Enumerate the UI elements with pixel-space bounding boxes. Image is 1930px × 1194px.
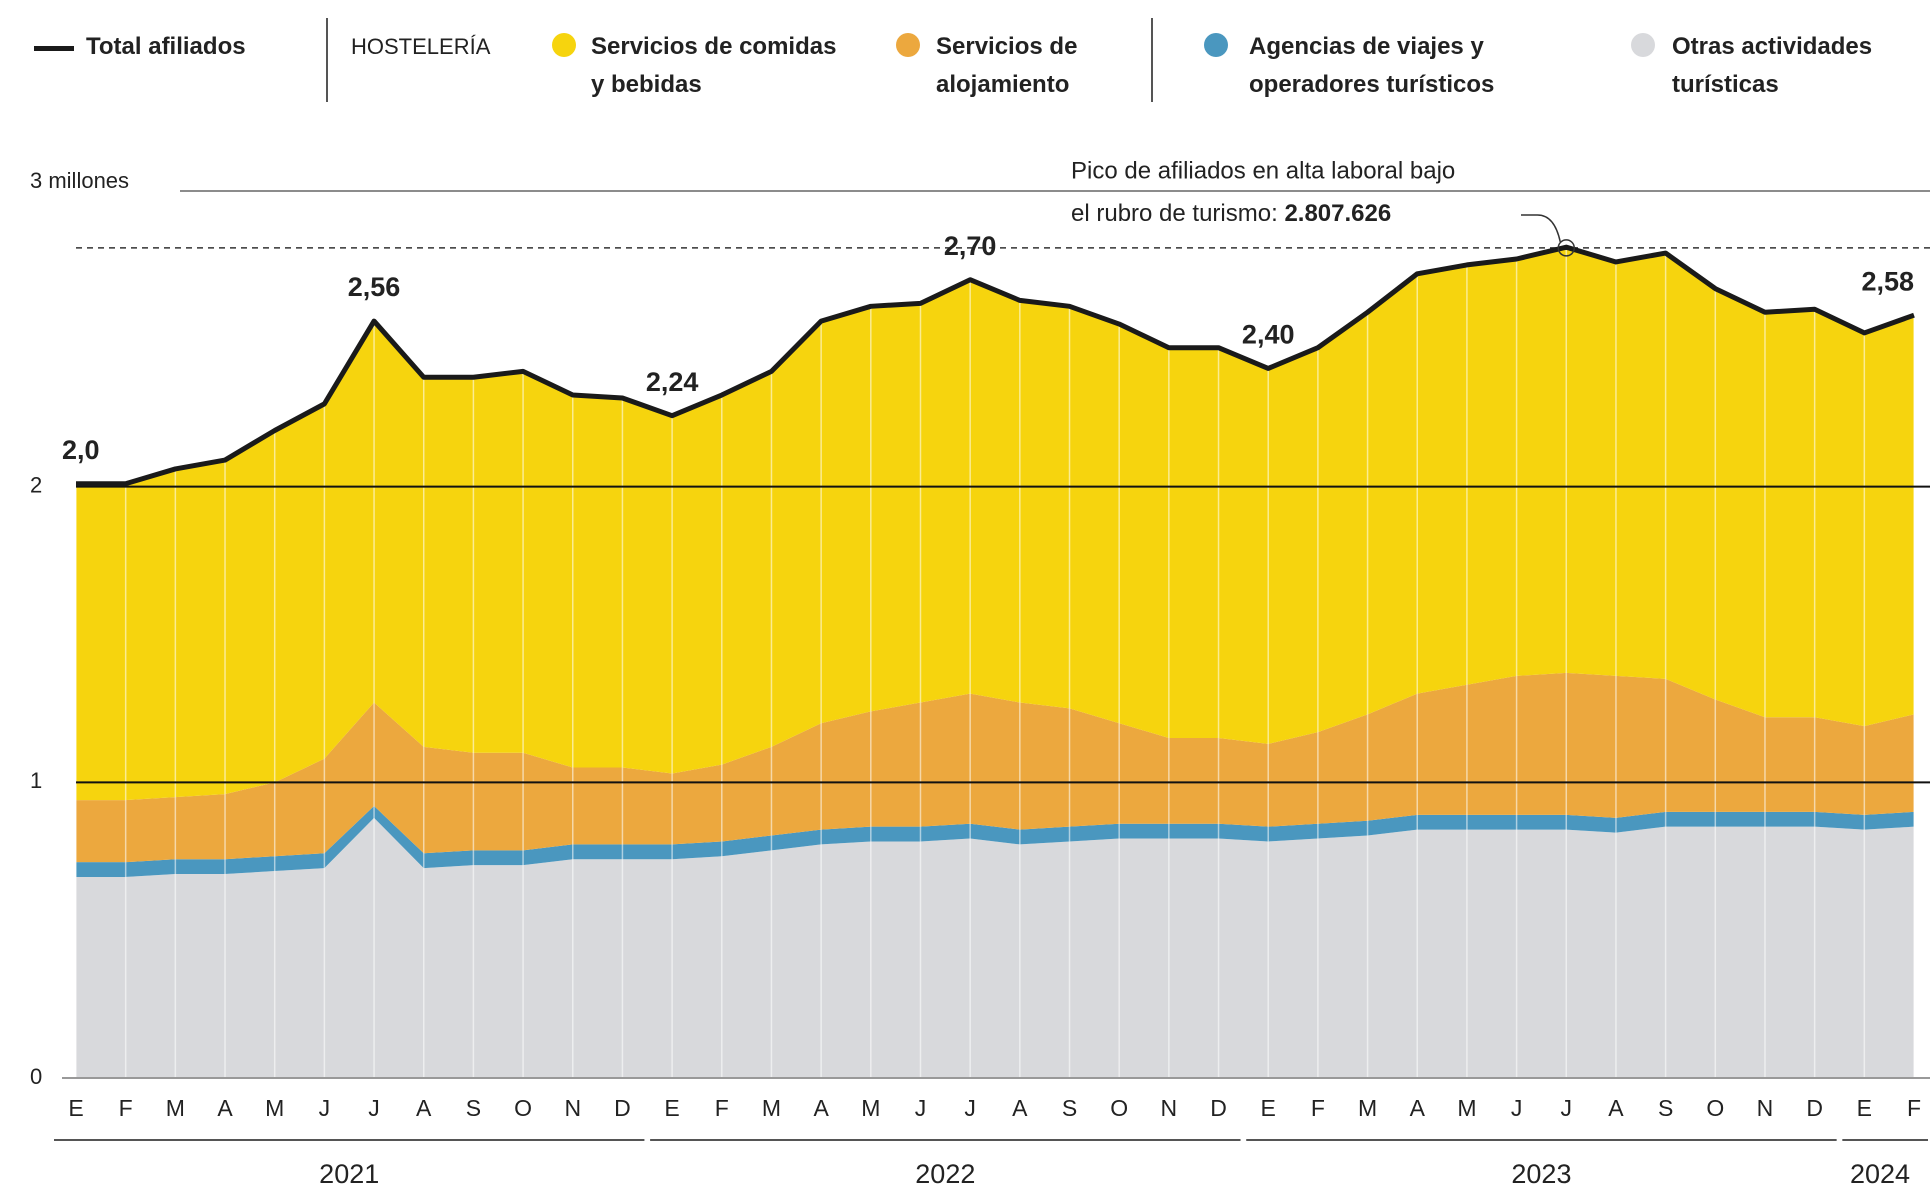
x-tick-label: J (319, 1095, 331, 1121)
x-tick-label: A (1410, 1095, 1426, 1121)
year-label: 2021 (319, 1159, 379, 1189)
x-tick-label: N (564, 1095, 581, 1121)
x-tick-label: M (265, 1095, 284, 1121)
legend-line-marker (34, 46, 74, 51)
data-label: 2,70 (944, 231, 997, 261)
x-tick-label: S (1062, 1095, 1077, 1121)
legend-dot (552, 33, 576, 57)
x-tick-label: J (915, 1095, 927, 1121)
data-label: 2,58 (1861, 266, 1914, 296)
x-tick-label: O (1706, 1095, 1724, 1121)
y-tick-label: 0 (30, 1064, 42, 1089)
x-tick-label: A (416, 1095, 432, 1121)
x-tick-label: E (68, 1095, 83, 1121)
x-tick-label: J (368, 1095, 380, 1121)
x-tick-label: F (1907, 1095, 1921, 1121)
year-label: 2024 (1850, 1159, 1910, 1189)
x-tick-label: M (861, 1095, 880, 1121)
x-tick-label: M (166, 1095, 185, 1121)
x-tick-label: N (1161, 1095, 1178, 1121)
annotation-leader (1521, 214, 1562, 243)
annotation-value: 2.807.626 (1284, 200, 1391, 227)
legend-group-label: HOSTELERÍA (351, 34, 491, 59)
x-tick-label: J (1561, 1095, 1573, 1121)
legend-label: Otras actividades turísticas (1672, 33, 1873, 98)
peak-marker (1557, 239, 1576, 257)
area (76, 672, 1914, 863)
x-tick-label: A (217, 1095, 233, 1121)
x-tick-label: D (1806, 1095, 1823, 1121)
annotation-text: el rubro de turismo: 2.807.626 (1071, 200, 1391, 227)
x-tick-label: D (1210, 1095, 1227, 1121)
annotation-text: Pico de afiliados en alta laboral bajo (1071, 157, 1455, 184)
data-label: 2,24 (646, 367, 699, 397)
y-tick-label: 2 (30, 472, 42, 497)
legend-label: Servicios de alojamiento (936, 33, 1078, 98)
x-tick-label: E (1261, 1095, 1276, 1121)
legend-dot (896, 33, 920, 57)
x-tick-label: J (964, 1095, 976, 1121)
x-tick-label: F (119, 1095, 133, 1121)
area (76, 247, 1914, 801)
data-label: 2,40 (1242, 320, 1295, 350)
y-tick-label: 3 millones (30, 168, 129, 193)
legend-label: Total afiliados (86, 33, 246, 60)
x-tick-label: E (664, 1095, 679, 1121)
x-tick-label: J (1511, 1095, 1523, 1121)
total-line (76, 244, 1915, 487)
x-tick-label: O (1110, 1095, 1128, 1121)
x-tick-label: F (1311, 1095, 1325, 1121)
x-tick-label: M (1457, 1095, 1476, 1121)
x-tick-label: A (813, 1095, 829, 1121)
x-tick-label: N (1757, 1095, 1774, 1121)
year-label: 2023 (1511, 1159, 1571, 1189)
legend-divider (1151, 18, 1153, 102)
legend-label: Servicios de comidas y bebidas (591, 33, 837, 98)
legend-dot (1631, 33, 1655, 57)
x-tick-label: A (1012, 1095, 1028, 1121)
x-tick-label: S (1658, 1095, 1673, 1121)
annotation-bg (1051, 150, 1591, 190)
data-label: 2,0 (62, 435, 100, 465)
y-tick-label: 1 (30, 768, 42, 793)
year-label: 2022 (915, 1159, 975, 1189)
x-tick-label: O (514, 1095, 532, 1121)
x-tick-label: A (1608, 1095, 1624, 1121)
x-tick-label: D (614, 1095, 631, 1121)
area (76, 805, 1914, 877)
annotation-text: el rubro de turismo: (1071, 200, 1278, 227)
x-tick-label: S (466, 1095, 481, 1121)
legend-label: Agencias de viajes y operadores turístic… (1249, 33, 1495, 98)
x-tick-label: F (715, 1095, 729, 1121)
data-label: 2,56 (348, 272, 401, 302)
x-tick-label: M (762, 1095, 781, 1121)
x-tick-label: E (1857, 1095, 1872, 1121)
legend-dot (1204, 33, 1228, 57)
area (76, 817, 1914, 1078)
x-tick-label: M (1358, 1095, 1377, 1121)
legend-divider (326, 18, 328, 102)
